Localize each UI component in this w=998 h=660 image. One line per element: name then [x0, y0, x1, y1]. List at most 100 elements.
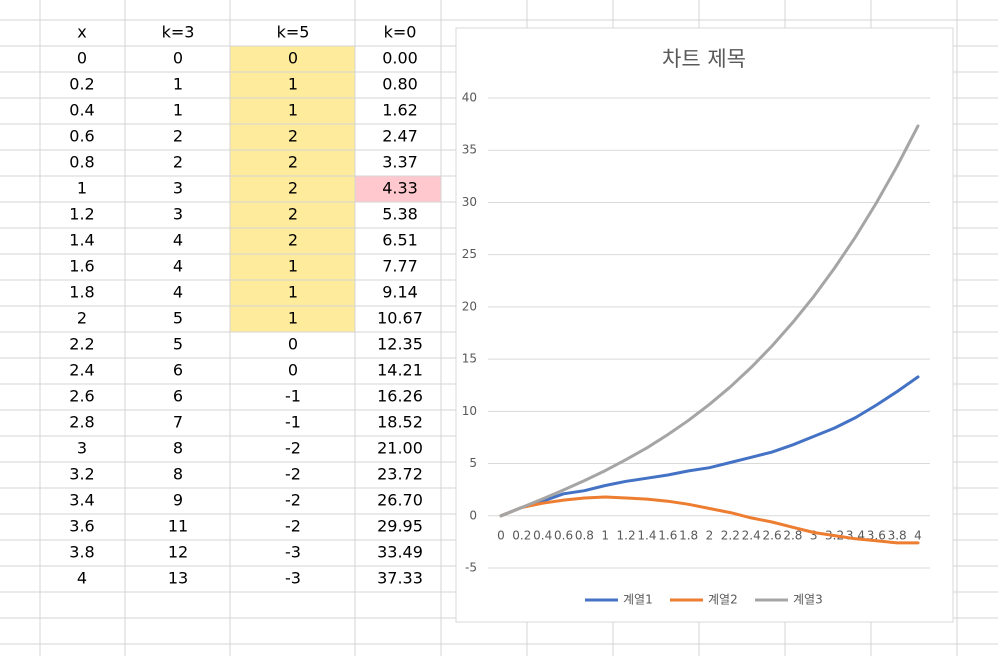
cell: -1: [285, 387, 301, 406]
cell: 2: [173, 127, 183, 146]
cell: 4.33: [382, 179, 418, 198]
cell: 9: [173, 491, 183, 510]
cell: 12.35: [377, 335, 423, 354]
header-cell: k=5: [277, 23, 310, 42]
cell: 5.38: [382, 205, 418, 224]
cell: 0: [288, 361, 298, 380]
cell: 1: [173, 75, 183, 94]
cell: 3.2: [69, 465, 94, 484]
header-cell: x: [77, 23, 86, 42]
cell: 2: [288, 179, 298, 198]
highlight-cell: [355, 176, 441, 202]
y-tick-label: 30: [462, 195, 477, 209]
x-tick-label: 4: [914, 528, 922, 542]
x-tick-label: 1.2: [617, 528, 636, 542]
cell: 6: [173, 361, 183, 380]
y-tick-label: 25: [462, 247, 477, 261]
series-line: [499, 124, 920, 518]
x-tick-label: 2.2: [721, 528, 740, 542]
cell: -1: [285, 413, 301, 432]
cell: -2: [285, 465, 301, 484]
legend-label: 계열1: [623, 593, 653, 607]
y-tick-label: 0: [469, 508, 477, 522]
cell: 10.67: [377, 309, 423, 328]
x-tick-label: 0: [497, 528, 505, 542]
cell: 37.33: [377, 569, 423, 588]
cell: 8: [173, 439, 183, 458]
x-tick-label: 2.6: [763, 528, 782, 542]
x-tick-label: 1.6: [658, 528, 677, 542]
cell: 9.14: [382, 283, 418, 302]
cell: 11: [168, 517, 188, 536]
cell: 6.51: [382, 231, 418, 250]
cell: 1: [77, 179, 87, 198]
cell: 3.37: [382, 153, 418, 172]
cell: 2: [77, 309, 87, 328]
cell: 29.95: [377, 517, 423, 536]
series-line: [499, 375, 920, 518]
cell: -3: [285, 543, 301, 562]
x-tick-label: 0.6: [554, 528, 573, 542]
cell: 3.6: [69, 517, 94, 536]
cell: 4: [77, 569, 87, 588]
y-tick-label: 10: [462, 404, 477, 418]
cell: 18.52: [377, 413, 423, 432]
cell: 14.21: [377, 361, 423, 380]
cell: 0: [173, 49, 183, 68]
y-tick-label: 5: [469, 456, 477, 470]
cell: 3: [173, 205, 183, 224]
cell: 0.8: [69, 153, 94, 172]
y-tick-label: 40: [462, 91, 477, 105]
cell: 2.47: [382, 127, 418, 146]
cell: 0: [77, 49, 87, 68]
cell: 33.49: [377, 543, 423, 562]
cell: 8: [173, 465, 183, 484]
x-tick-label: 2: [706, 528, 714, 542]
cell: 26.70: [377, 491, 423, 510]
y-tick-label: 20: [462, 299, 477, 313]
cell: 0.6: [69, 127, 94, 146]
legend-label: 계열2: [708, 593, 738, 607]
cell: 1: [288, 75, 298, 94]
cell: 5: [173, 335, 183, 354]
cell: 6: [173, 387, 183, 406]
cell: 1.2: [69, 205, 94, 224]
cell: -2: [285, 491, 301, 510]
cell: 13: [168, 569, 188, 588]
cell: 2: [288, 205, 298, 224]
series-line: [499, 495, 920, 545]
cell: 3.4: [69, 491, 94, 510]
cell: 4: [173, 283, 183, 302]
cell: 2: [288, 231, 298, 250]
x-tick-label: 1.8: [679, 528, 698, 542]
cell: 21.00: [377, 439, 423, 458]
cell: 2.6: [69, 387, 94, 406]
cell: 0.2: [69, 75, 94, 94]
cell: 0.00: [382, 49, 418, 68]
x-tick-label: 0.2: [512, 528, 531, 542]
x-tick-label: 1: [601, 528, 609, 542]
x-tick-label: 2.4: [742, 528, 761, 542]
cell: 5: [173, 309, 183, 328]
cell: 1.62: [382, 101, 418, 120]
cell: 0: [288, 49, 298, 68]
cell: 0.4: [69, 101, 94, 120]
cell: 2.4: [69, 361, 94, 380]
cell: 2: [173, 153, 183, 172]
x-tick-label: 1.4: [637, 528, 656, 542]
cell: 4: [173, 257, 183, 276]
cell: 0.80: [382, 75, 418, 94]
cell: 7.77: [382, 257, 418, 276]
cell: 4: [173, 231, 183, 250]
cell: 1: [288, 257, 298, 276]
cell: 12: [168, 543, 188, 562]
x-tick-label: 3: [810, 528, 818, 542]
cell: 23.72: [377, 465, 423, 484]
header-cell: k=3: [162, 23, 195, 42]
cell: -3: [285, 569, 301, 588]
cell: 2: [288, 127, 298, 146]
cell: 2.2: [69, 335, 94, 354]
chart-area: [455, 27, 954, 623]
